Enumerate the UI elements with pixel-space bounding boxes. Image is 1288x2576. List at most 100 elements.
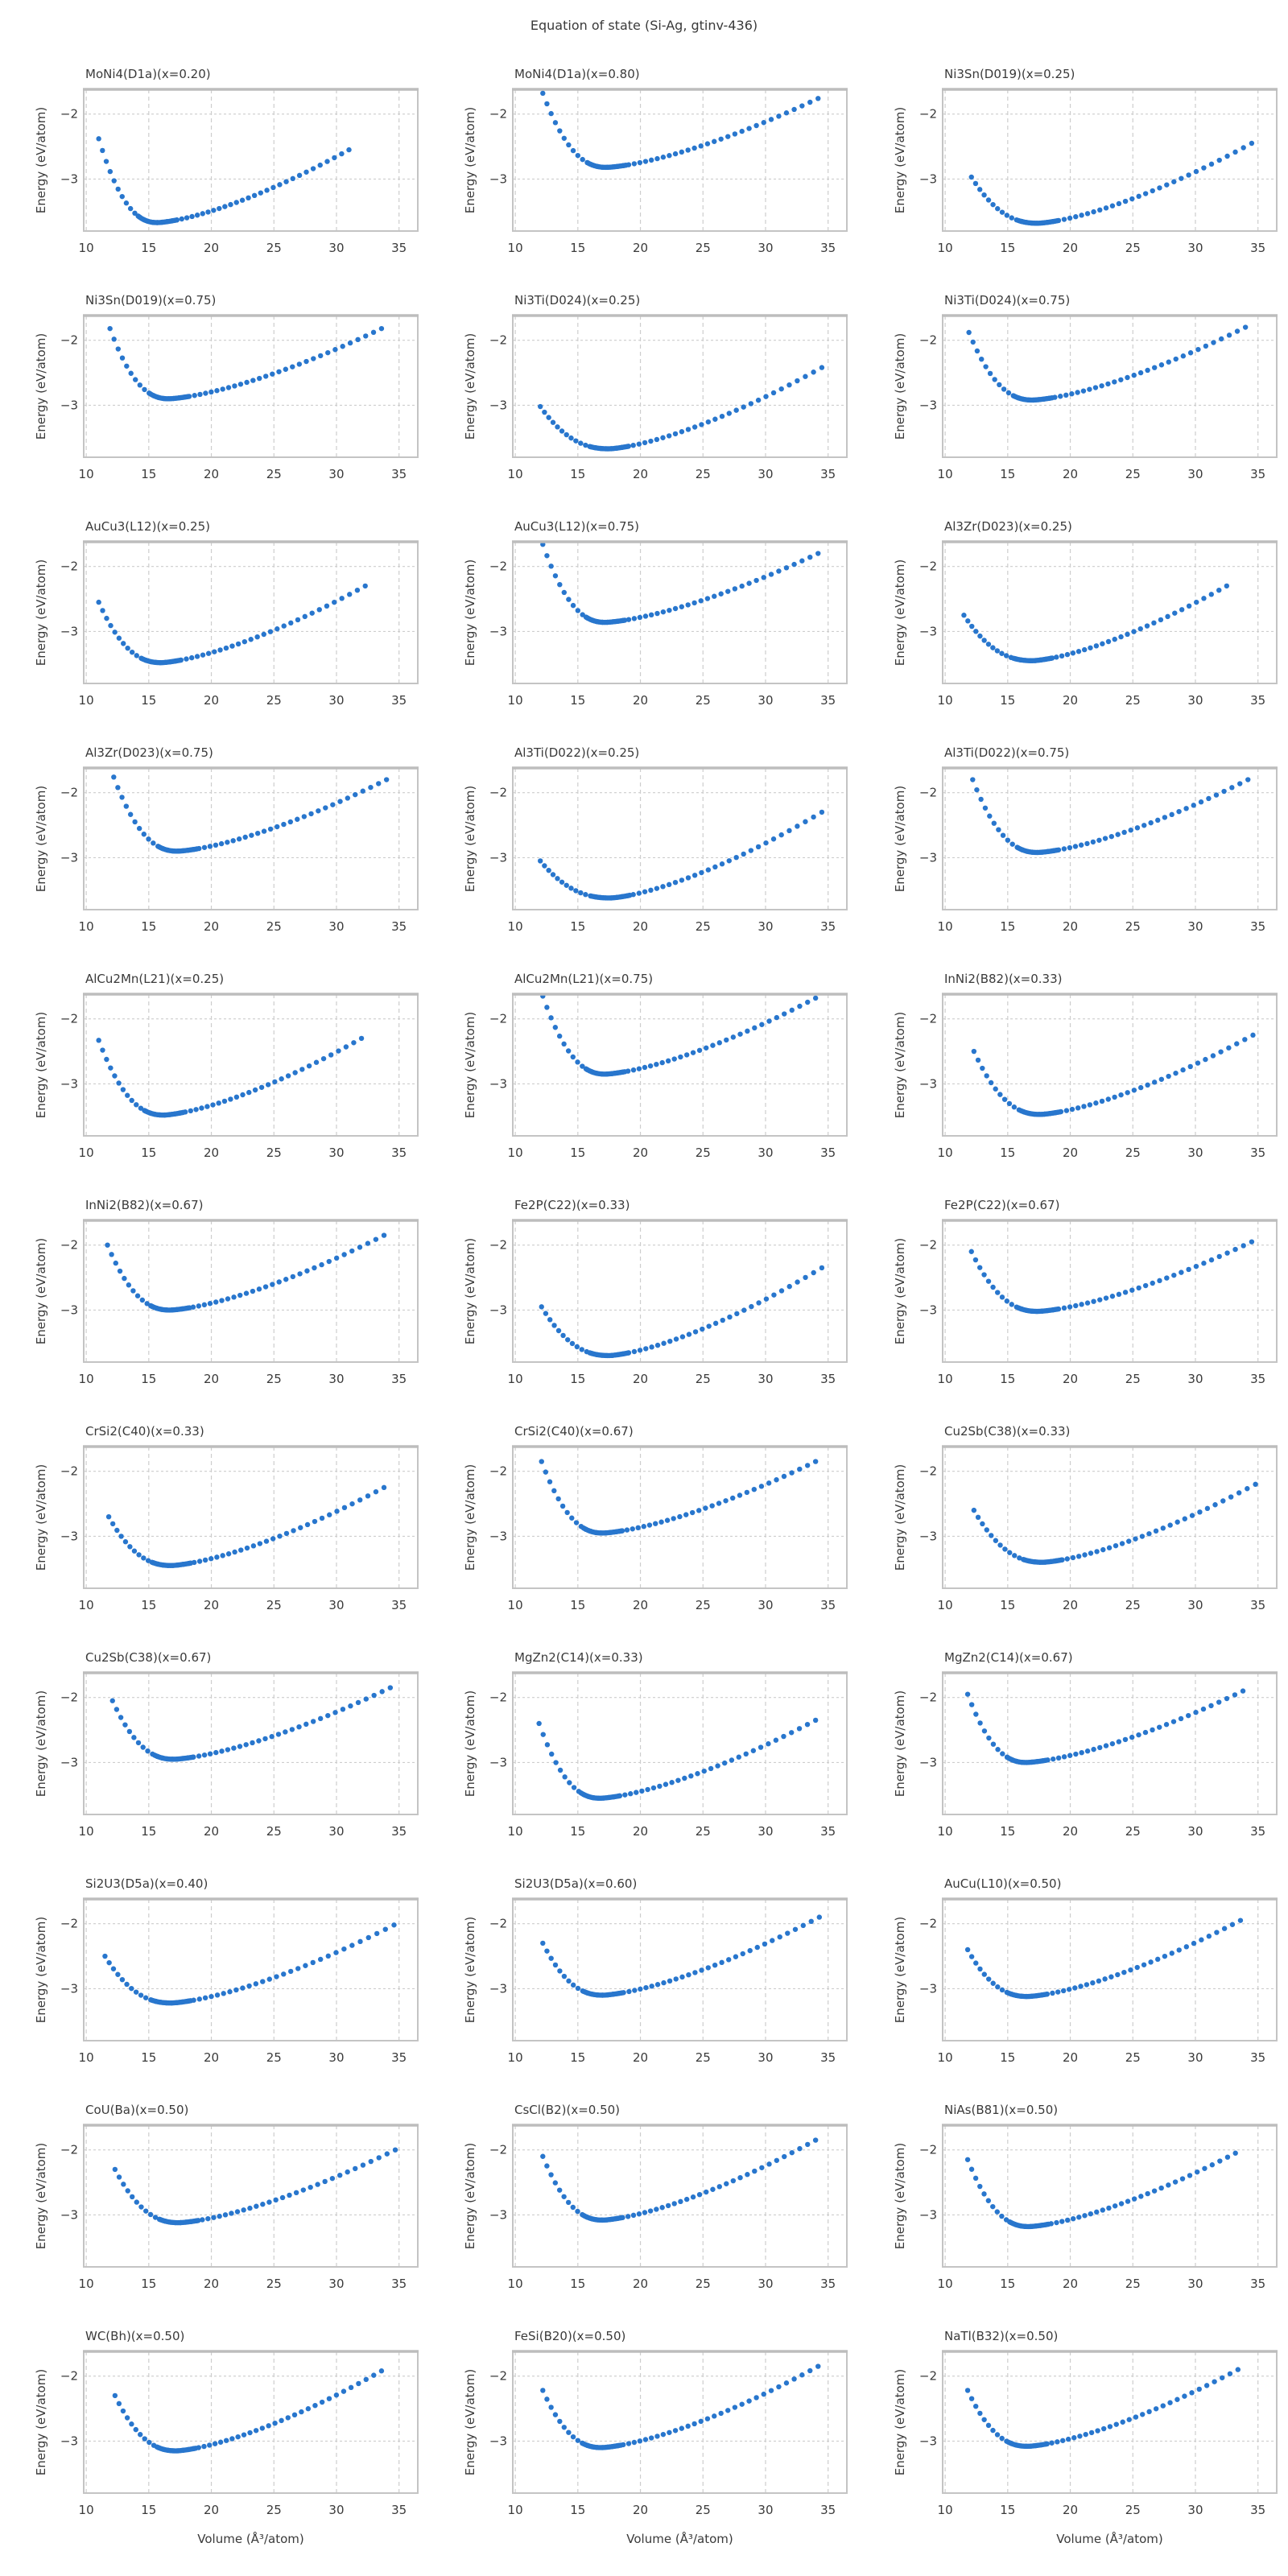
y-tick-label: −2 bbox=[60, 786, 78, 800]
x-tick-label: 15 bbox=[1000, 2503, 1015, 2517]
y-tick-label: −2 bbox=[489, 1690, 507, 1705]
plot-area: AuCu(L10)(x=0.50) Energy (eV/atom) −2 −3 10 1… bbox=[893, 1876, 1278, 2065]
x-tick-label: 20 bbox=[204, 1598, 219, 1612]
plot-area: MgZn2(C14)(x=0.33) Energy (eV/atom) −2 −3 10… bbox=[463, 1650, 848, 1839]
x-tick-label: 15 bbox=[571, 1598, 586, 1612]
y-tick-label: −3 bbox=[489, 1981, 507, 1996]
x-tick-label: 30 bbox=[1187, 1598, 1203, 1612]
x-tick-label: 35 bbox=[391, 693, 407, 708]
y-tick-label: −3 bbox=[919, 171, 937, 186]
eos-scatter-series bbox=[964, 2367, 1241, 2450]
x-axis-label: Volume (Å³/atom) bbox=[197, 2531, 303, 2546]
x-tick-label: 20 bbox=[204, 1372, 219, 1386]
y-tick-label: −2 bbox=[60, 559, 78, 574]
eos-scatter-series bbox=[960, 583, 1229, 663]
x-tick-label: 35 bbox=[820, 241, 836, 255]
x-tick-label: 20 bbox=[204, 2503, 219, 2517]
y-axis-label: Energy (eV/atom) bbox=[893, 786, 907, 892]
subplot: CrSi2(C40)(x=0.33) Energy (eV/atom) −2 −3 10… bbox=[0, 1393, 429, 1620]
subplot-title: AlCu2Mn(L21)(x=0.25) bbox=[85, 972, 224, 986]
subplot-title: Fe2P(C22)(x=0.67) bbox=[944, 1198, 1059, 1212]
x-tick-label: 20 bbox=[204, 2277, 219, 2291]
y-axis-label: Energy (eV/atom) bbox=[463, 333, 477, 440]
y-tick-label: −3 bbox=[60, 398, 78, 412]
x-tick-label: 15 bbox=[141, 919, 156, 934]
y-tick-label: −3 bbox=[489, 1076, 507, 1091]
y-tick-label: −2 bbox=[489, 786, 507, 800]
x-tick-label: 25 bbox=[266, 1146, 282, 1160]
y-tick-label: −3 bbox=[489, 2207, 507, 2222]
x-tick-label: 20 bbox=[204, 467, 219, 481]
subplot: Al3Ti(D022)(x=0.25) Energy (eV/atom) −2 −3 1… bbox=[429, 715, 858, 941]
y-tick-label: −3 bbox=[60, 850, 78, 865]
x-tick-label: 20 bbox=[204, 1146, 219, 1160]
x-tick-label: 30 bbox=[758, 1372, 774, 1386]
subplot-title: InNi2(B82)(x=0.33) bbox=[944, 972, 1063, 986]
x-tick-label: 25 bbox=[266, 919, 282, 934]
x-tick-label: 20 bbox=[204, 1824, 219, 1839]
x-tick-label: 35 bbox=[1250, 2277, 1265, 2291]
subplot: Fe2P(C22)(x=0.33) Energy (eV/atom) −2 −3 10 1… bbox=[429, 1167, 858, 1393]
x-tick-label: 30 bbox=[328, 1598, 344, 1612]
subplot: AlCu2Mn(L21)(x=0.75) Energy (eV/atom) −2 −3… bbox=[429, 941, 858, 1167]
x-tick-label: 10 bbox=[79, 693, 94, 708]
y-tick-label: −3 bbox=[60, 624, 78, 638]
y-axis-label: Energy (eV/atom) bbox=[893, 1238, 907, 1344]
eos-scatter-series bbox=[540, 1914, 823, 1998]
y-tick-label: −3 bbox=[489, 171, 507, 186]
x-tick-label: 25 bbox=[696, 919, 711, 934]
x-tick-label: 35 bbox=[820, 2503, 836, 2517]
plot-area: InNi2(B82)(x=0.33) Energy (eV/atom) −2 −3 10… bbox=[893, 972, 1278, 1160]
y-tick-label: −3 bbox=[489, 850, 507, 865]
y-tick-label: −2 bbox=[489, 107, 507, 122]
eos-scatter-series bbox=[966, 324, 1248, 403]
plot-area: Al3Zr(D023)(x=0.25) Energy (eV/atom) −2 −3 1… bbox=[893, 519, 1278, 708]
y-tick-label: −2 bbox=[60, 2143, 78, 2157]
y-tick-label: −2 bbox=[60, 1012, 78, 1026]
x-tick-label: 35 bbox=[1250, 467, 1265, 481]
x-tick-label: 25 bbox=[696, 1598, 711, 1612]
x-tick-label: 25 bbox=[266, 1824, 282, 1839]
x-tick-label: 10 bbox=[937, 1598, 952, 1612]
plot-area: Ni3Ti(D024)(x=0.75) Energy (eV/atom) −2 −3 1… bbox=[893, 293, 1278, 481]
y-axis-label: Energy (eV/atom) bbox=[463, 2143, 477, 2249]
eos-scatter-series bbox=[112, 2147, 398, 2226]
x-tick-label: 25 bbox=[1125, 1598, 1140, 1612]
subplot: Ni3Ti(D024)(x=0.75) Energy (eV/atom) −2 −3 1… bbox=[859, 262, 1288, 489]
x-tick-label: 15 bbox=[1000, 693, 1015, 708]
x-tick-label: 10 bbox=[937, 467, 952, 481]
subplot-title: FeSi(B20)(x=0.50) bbox=[514, 2329, 625, 2343]
eos-scatter-series bbox=[109, 1685, 394, 1762]
x-tick-label: 35 bbox=[820, 2277, 836, 2291]
subplot: InNi2(B82)(x=0.67) Energy (eV/atom) −2 −3 10… bbox=[0, 1167, 429, 1393]
y-tick-label: −3 bbox=[919, 1529, 937, 1543]
y-tick-label: −3 bbox=[489, 1529, 507, 1543]
x-tick-label: 10 bbox=[79, 1598, 94, 1612]
eos-scatter-series bbox=[102, 1922, 397, 2006]
x-tick-label: 20 bbox=[633, 2277, 648, 2291]
x-tick-label: 15 bbox=[1000, 2050, 1015, 2065]
subplot-title: MgZn2(C14)(x=0.67) bbox=[944, 1650, 1073, 1665]
x-tick-label: 20 bbox=[1063, 693, 1078, 708]
y-axis-label: Energy (eV/atom) bbox=[34, 333, 48, 440]
x-tick-label: 15 bbox=[571, 1824, 586, 1839]
x-tick-label: 30 bbox=[328, 2277, 344, 2291]
x-tick-label: 25 bbox=[1125, 2050, 1140, 2065]
y-axis-label: Energy (eV/atom) bbox=[463, 2369, 477, 2475]
y-tick-label: −2 bbox=[919, 559, 937, 574]
x-tick-label: 25 bbox=[266, 467, 282, 481]
x-tick-label: 35 bbox=[391, 1372, 407, 1386]
y-tick-label: −2 bbox=[489, 2369, 507, 2384]
x-tick-label: 10 bbox=[508, 1598, 523, 1612]
x-tick-label: 10 bbox=[508, 1146, 523, 1160]
x-tick-label: 25 bbox=[266, 2277, 282, 2291]
x-tick-label: 15 bbox=[1000, 1824, 1015, 1839]
x-tick-label: 35 bbox=[820, 2050, 836, 2065]
x-tick-label: 35 bbox=[820, 1146, 836, 1160]
x-tick-label: 25 bbox=[1125, 241, 1140, 255]
y-tick-label: −2 bbox=[919, 1690, 937, 1705]
x-tick-label: 35 bbox=[391, 1146, 407, 1160]
axes-frame bbox=[941, 2351, 1278, 2494]
x-tick-label: 10 bbox=[508, 1824, 523, 1839]
x-tick-label: 25 bbox=[696, 1824, 711, 1839]
